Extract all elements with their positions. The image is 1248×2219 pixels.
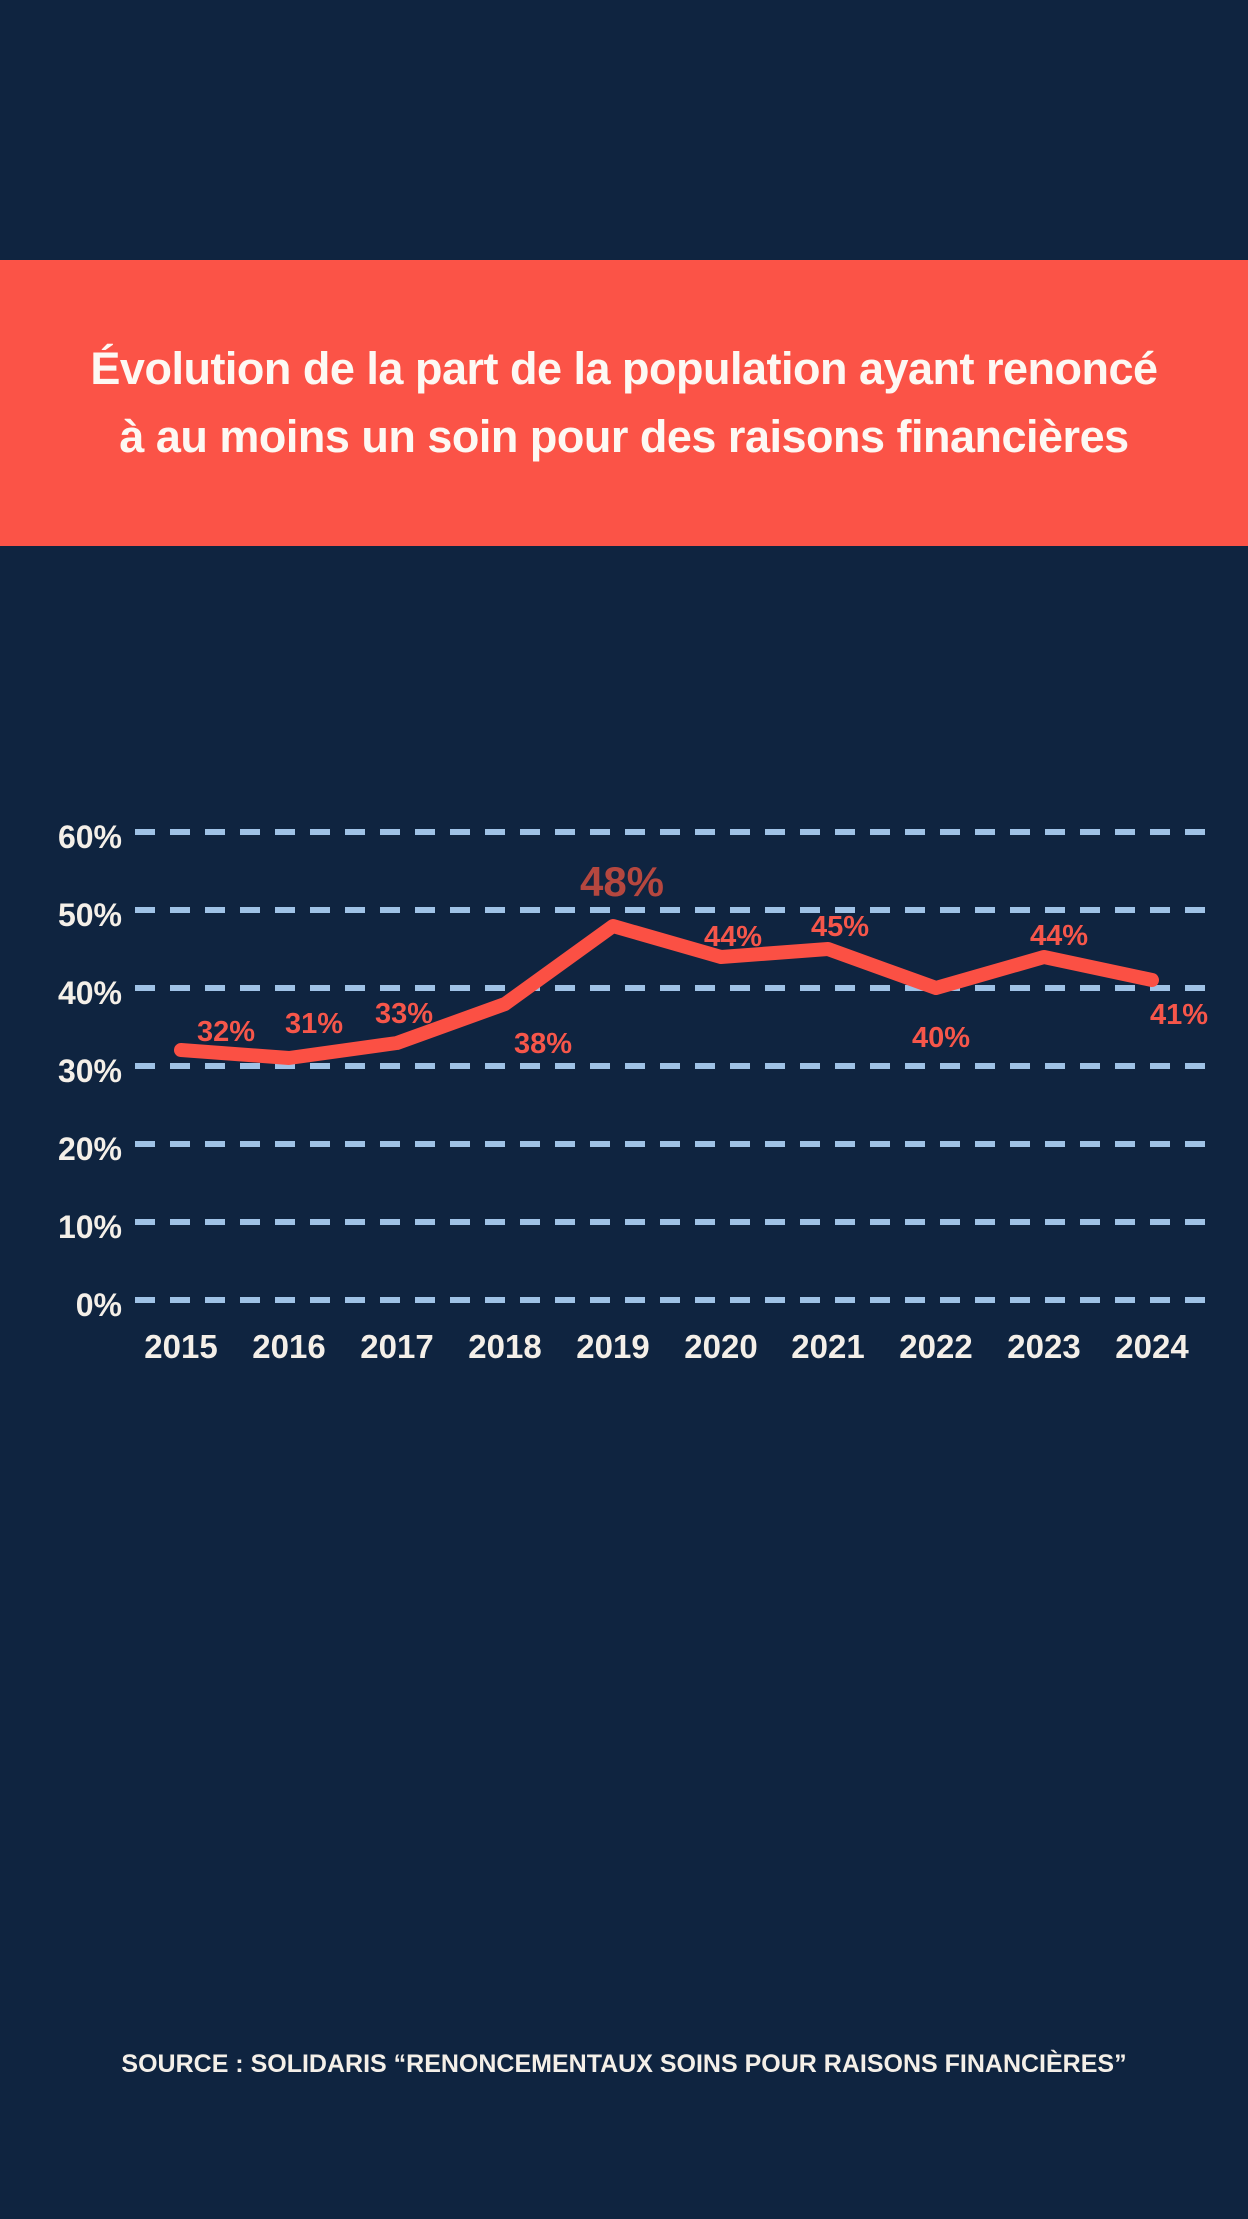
data-label-2015: 32% [197,1016,255,1048]
title-banner: Évolution de la part de la population ay… [0,260,1248,546]
y-axis-label-10: 10% [58,1209,122,1245]
y-axis-label-60: 60% [58,819,122,855]
data-label-2016: 31% [285,1008,343,1040]
page-title-line-2: à au moins un soin pour des raisons fina… [119,411,1129,462]
data-label-2020: 44% [704,921,762,953]
x-axis-label-2018: 2018 [468,1328,541,1365]
data-label-2021: 45% [811,911,869,943]
y-axis-label-40: 40% [58,975,122,1011]
y-axis-label-20: 20% [58,1131,122,1167]
data-label-2024: 41% [1150,999,1208,1031]
line-chart: 0% 10% 20% 30% 40% 50% 60% 2015 2016 2017 2018 2019… [58,819,1210,1365]
x-axis-label-2024: 2024 [1115,1328,1189,1365]
x-axis-label-2023: 2023 [1007,1328,1080,1365]
y-axis-label-50: 50% [58,897,122,933]
data-label-2017: 33% [375,998,433,1030]
x-axis-label-2020: 2020 [684,1328,757,1365]
y-axis-label-30: 30% [58,1053,122,1089]
data-label-2019: 48% [580,858,664,905]
source-note: SOURCE : SOLIDARIS “RENONCEMENTAUX SOINS… [121,2050,1127,2078]
data-label-2023: 44% [1030,920,1088,952]
x-axis-label-2016: 2016 [252,1328,325,1365]
data-label-2022: 40% [912,1022,970,1054]
x-axis-label-2015: 2015 [144,1328,217,1365]
x-axis-label-2019: 2019 [576,1328,649,1365]
page-title-line-1: Évolution de la part de la population ay… [90,343,1158,394]
data-line [174,919,1159,1065]
x-axis-label-2022: 2022 [899,1328,972,1365]
x-axis-label-2021: 2021 [791,1328,864,1365]
data-label-2018: 38% [514,1028,572,1060]
x-axis-label-2017: 2017 [360,1328,433,1365]
y-axis-label-0: 0% [76,1287,122,1323]
